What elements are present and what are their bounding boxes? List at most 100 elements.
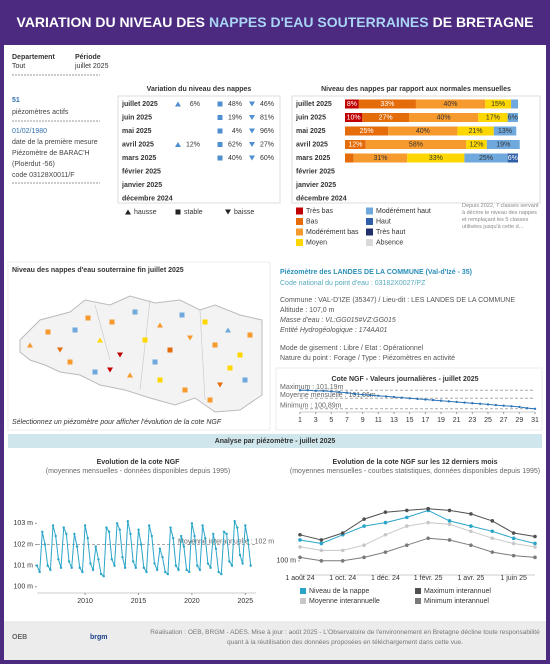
data-label: 12% [348,141,362,148]
cell: 19% [228,114,242,121]
point [172,536,175,540]
map-marker [72,327,78,333]
point [220,572,223,576]
point [166,572,170,576]
point [511,531,516,535]
point [340,531,345,535]
bar-segment [464,153,508,163]
row-label: février 2025 [122,168,161,175]
x-tick-label: 1 juin 25 [500,575,527,582]
banner-text: Analyse par piézomètre - juillet 2025 [215,438,336,445]
map-marker [152,359,158,365]
chart-title: Evolution de la cote NGF sur les 12 dern… [333,459,498,466]
chart-title: Cote NGF - Valeurs journalières - juille… [331,376,478,383]
point [78,566,81,569]
legend-swatch [296,218,303,225]
chart-subtitle: (moyennes mensuelles - courbes statistiq… [290,468,540,475]
point [533,541,537,546]
map-marker [225,327,231,333]
map-marker [85,315,91,321]
cell: 96% [260,128,274,135]
map-marker [247,332,253,338]
title: VARIATION DU NIVEAU DES [16,14,206,30]
point [533,407,537,410]
point [145,570,148,574]
bar-segment [493,126,517,136]
point [426,506,430,511]
chart-title: Evolution de la cote NGF [97,459,181,466]
icon [217,115,223,120]
title: NAPPES D'EAU SOUTERRAINES [209,14,429,30]
legend-label: Très haut [376,229,405,236]
point [62,526,65,529]
y-tick-label: 100 m [14,584,34,591]
point [319,548,324,553]
x-tick-label: 2020 [184,598,200,605]
point [147,524,151,527]
data-label: 17% [486,114,500,121]
point [392,395,396,399]
point [137,528,140,531]
icon [249,101,255,107]
filter-label: Période [75,54,101,61]
point [81,570,84,574]
point [238,553,242,557]
point [362,517,366,521]
point [225,532,228,536]
station-line: Altitude : 107,0 m [280,307,335,314]
data-label: 58% [409,141,423,148]
cell: 40% [228,155,242,162]
data-label: 6% [508,155,518,162]
data-label: 33% [380,101,394,108]
data-label: 25% [360,128,374,135]
y-tick-label: 102 m [14,541,34,548]
point [196,564,199,567]
point [246,539,250,542]
point [469,543,473,547]
bar-segment [507,153,518,163]
line [299,537,536,562]
point [510,405,513,408]
cell: 46% [260,101,274,108]
icon [225,209,231,215]
point [426,536,430,541]
map-marker [67,359,73,365]
point [490,519,495,523]
map-marker [157,377,163,383]
point [222,530,226,533]
data-label: 40% [437,114,451,121]
line [299,508,536,541]
map-marker [237,352,243,358]
point [134,566,138,569]
map-marker [27,342,33,348]
map-marker [109,319,115,325]
bar-segment [345,99,359,109]
logo: brgm [90,634,108,641]
point [424,398,427,401]
map-marker [187,335,193,341]
icon [175,101,181,107]
kpi-text: Piézomètre de BARAC'H [12,150,90,157]
point [490,529,495,534]
point [57,558,60,561]
station-code: Code national du point d'eau : 03182X002… [280,280,426,287]
point [188,570,191,574]
data-label: 6% [508,114,518,121]
point [212,532,215,536]
logo: OEB [12,634,27,641]
map-marker [182,387,188,393]
line [299,522,536,551]
map-marker [212,342,218,348]
x-tick-label: 1 avr. 25 [457,575,484,582]
legend-label: Haut [376,218,391,225]
filter-label: Departement [12,54,55,61]
point [89,562,92,565]
x-tick-label: 11 [375,417,382,424]
kpi-count: 51 [12,97,20,104]
map-marker [157,322,163,328]
footer-panel [4,621,546,660]
map-marker [242,377,248,383]
kpi-text: code 03128X0011/F [12,172,75,179]
bar-segment [457,126,494,136]
